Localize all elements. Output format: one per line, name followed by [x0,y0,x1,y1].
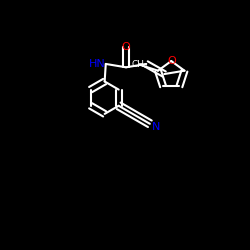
Text: HN: HN [89,59,106,69]
Text: O: O [167,56,175,66]
Text: N: N [152,122,160,132]
Text: O: O [122,42,130,52]
Text: CH₃: CH₃ [132,60,148,69]
